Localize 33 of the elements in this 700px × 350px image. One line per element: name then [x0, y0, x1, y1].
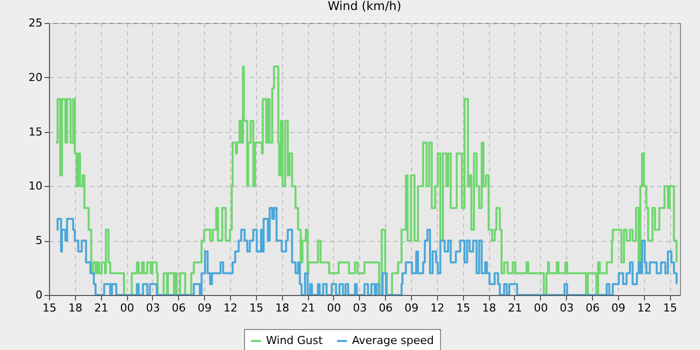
x-tick-label: 09	[198, 302, 212, 314]
x-tick-label: 21	[301, 302, 316, 314]
x-tick-label: 03	[560, 302, 574, 314]
x-tick-label: 18	[275, 302, 290, 314]
x-tick-label: 12	[637, 302, 652, 314]
legend-label: Wind Gust	[266, 334, 324, 347]
y-tick-label: 10	[28, 180, 42, 193]
x-tick-label: 03	[352, 302, 367, 314]
y-tick-label: 20	[28, 70, 42, 84]
x-tick-label: 06	[172, 302, 186, 314]
x-tick-label: 15	[456, 302, 470, 314]
chart-title: Wind (km/h)	[328, 0, 402, 13]
x-tick-label: 00	[534, 302, 548, 314]
x-tick-label: 06	[378, 302, 393, 314]
x-tick-label: 09	[404, 302, 419, 314]
x-tick-label: 12	[430, 302, 444, 314]
x-tick-label: 21	[508, 302, 522, 314]
x-tick-label: 15	[663, 302, 678, 314]
x-tick-label: 12	[224, 302, 238, 314]
y-tick-label: 5	[36, 234, 42, 248]
y-tick-label: 25	[28, 16, 42, 30]
legend-label: Average speed	[352, 334, 434, 347]
x-tick-label: 00	[326, 302, 341, 314]
x-tick-label: 03	[146, 302, 160, 314]
y-tick-label: 15	[28, 125, 42, 138]
x-tick-label: 21	[94, 302, 108, 314]
x-tick-label: 06	[586, 302, 600, 314]
y-tick-label: 0	[36, 288, 42, 302]
x-tick-label: 18	[482, 302, 496, 314]
x-tick-label: 09	[611, 302, 626, 314]
x-tick-label: 18	[68, 302, 82, 314]
x-tick-label: 00	[120, 302, 134, 314]
x-tick-label: 15	[249, 302, 264, 314]
